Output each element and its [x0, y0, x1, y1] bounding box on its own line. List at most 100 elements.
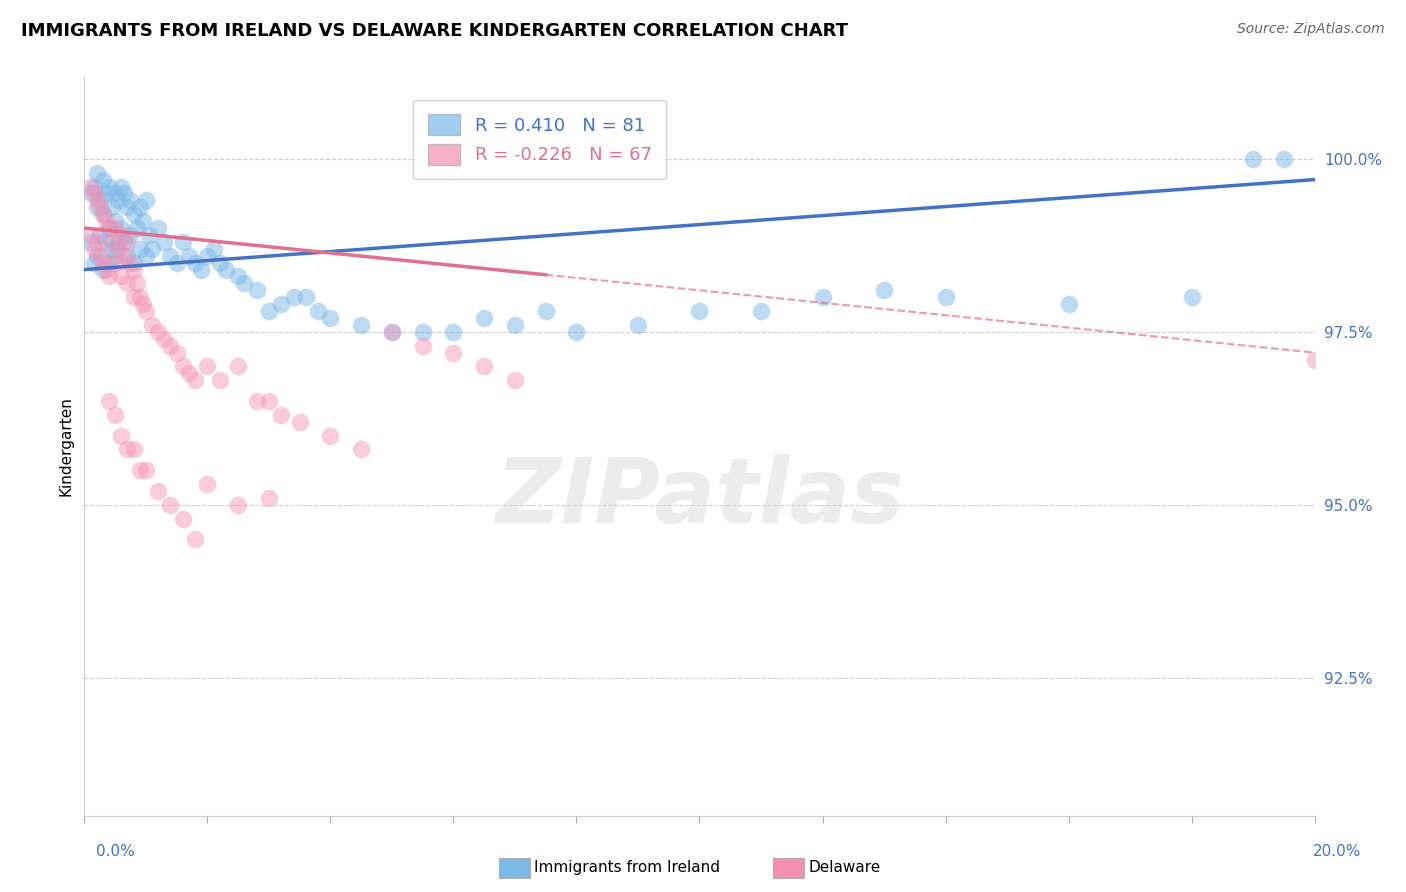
- Point: [110, 179, 132, 194]
- Point: [627, 318, 650, 332]
- Point: [125, 221, 148, 235]
- Y-axis label: Kindergarten: Kindergarten: [58, 396, 73, 496]
- Point: [91, 172, 114, 186]
- Point: [141, 242, 163, 256]
- Point: [79, 186, 101, 201]
- Point: [94, 214, 117, 228]
- Point: [107, 242, 129, 256]
- Point: [128, 242, 150, 256]
- Text: 0.0%: 0.0%: [96, 845, 135, 859]
- Point: [873, 283, 896, 297]
- Point: [98, 269, 120, 284]
- Legend: R = 0.410   N = 81, R = -0.226   N = 67: R = 0.410 N = 81, R = -0.226 N = 67: [413, 100, 666, 179]
- Point: [101, 242, 124, 256]
- Point: [86, 194, 108, 208]
- Point: [135, 463, 157, 477]
- Point: [135, 249, 157, 263]
- Point: [86, 200, 108, 214]
- Point: [190, 262, 212, 277]
- Point: [270, 297, 292, 311]
- Point: [233, 277, 256, 291]
- Point: [166, 255, 188, 269]
- Point: [128, 200, 150, 214]
- Point: [89, 194, 111, 208]
- Point: [101, 200, 124, 214]
- Point: [132, 297, 155, 311]
- Point: [148, 325, 170, 339]
- Point: [257, 491, 280, 505]
- Point: [412, 339, 434, 353]
- Point: [125, 277, 148, 291]
- Point: [83, 255, 105, 269]
- Point: [184, 255, 207, 269]
- Point: [112, 249, 135, 263]
- Text: 20.0%: 20.0%: [1313, 845, 1361, 859]
- Point: [79, 235, 101, 249]
- Point: [749, 304, 772, 318]
- Point: [226, 269, 249, 284]
- Point: [288, 415, 311, 429]
- Point: [246, 283, 269, 297]
- Point: [86, 249, 108, 263]
- Point: [94, 186, 117, 201]
- Point: [202, 242, 225, 256]
- Point: [226, 498, 249, 512]
- Point: [89, 200, 111, 214]
- Point: [94, 262, 117, 277]
- Point: [226, 359, 249, 374]
- Point: [86, 235, 108, 249]
- Point: [101, 235, 124, 249]
- Point: [135, 304, 157, 318]
- Point: [443, 325, 465, 339]
- Point: [112, 186, 135, 201]
- Point: [1241, 152, 1264, 166]
- Point: [172, 511, 194, 525]
- Point: [91, 207, 114, 221]
- Point: [197, 249, 219, 263]
- Point: [98, 255, 120, 269]
- Point: [153, 235, 176, 249]
- Point: [443, 345, 465, 359]
- Point: [79, 227, 101, 242]
- Point: [381, 325, 404, 339]
- Point: [110, 221, 132, 235]
- Point: [148, 221, 170, 235]
- Point: [128, 463, 150, 477]
- Text: Source: ZipAtlas.com: Source: ZipAtlas.com: [1237, 22, 1385, 37]
- Point: [208, 373, 231, 387]
- Point: [89, 249, 111, 263]
- Point: [104, 408, 127, 422]
- Point: [172, 359, 194, 374]
- Point: [177, 367, 200, 381]
- Point: [110, 227, 132, 242]
- Point: [472, 310, 495, 325]
- Point: [350, 442, 373, 457]
- Point: [83, 186, 105, 201]
- Text: Delaware: Delaware: [808, 861, 880, 875]
- Point: [98, 221, 120, 235]
- Point: [110, 269, 132, 284]
- Text: IMMIGRANTS FROM IRELAND VS DELAWARE KINDERGARTEN CORRELATION CHART: IMMIGRANTS FROM IRELAND VS DELAWARE KIND…: [21, 22, 848, 40]
- Point: [117, 235, 139, 249]
- Point: [120, 255, 142, 269]
- Point: [98, 394, 120, 409]
- Point: [122, 442, 145, 457]
- Point: [117, 200, 139, 214]
- Point: [1303, 352, 1326, 367]
- Point: [79, 179, 101, 194]
- Point: [122, 207, 145, 221]
- Point: [83, 179, 105, 194]
- Point: [166, 345, 188, 359]
- Point: [319, 428, 342, 442]
- Point: [107, 235, 129, 249]
- Point: [120, 194, 142, 208]
- Point: [184, 373, 207, 387]
- Point: [159, 498, 181, 512]
- Point: [138, 227, 160, 242]
- Point: [503, 373, 526, 387]
- Point: [107, 194, 129, 208]
- Point: [215, 262, 238, 277]
- Point: [117, 277, 139, 291]
- Point: [153, 332, 176, 346]
- Point: [1057, 297, 1080, 311]
